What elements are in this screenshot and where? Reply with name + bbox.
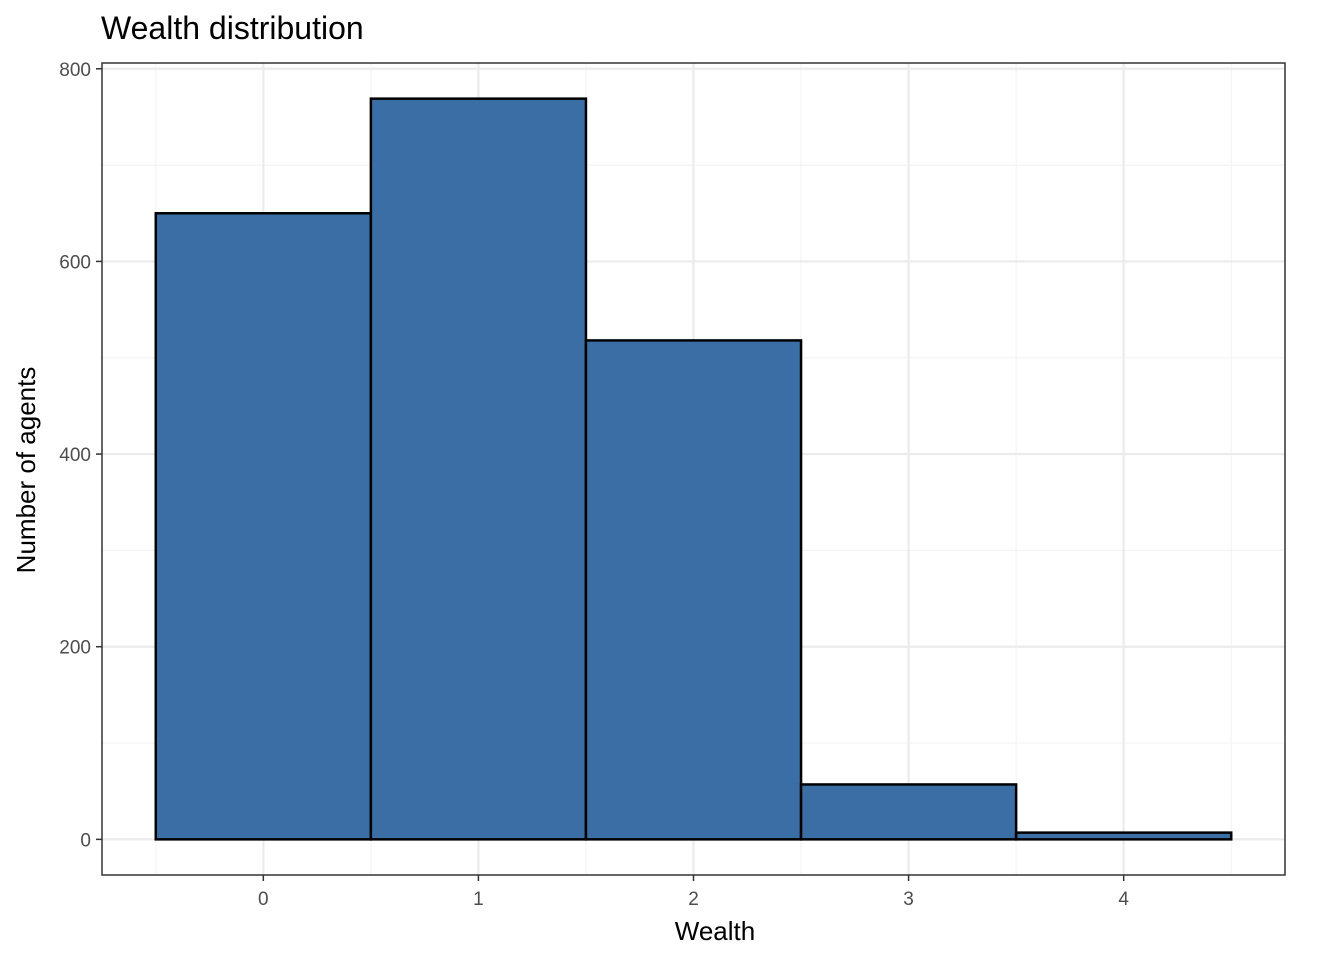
x-axis-ticks: 0 1 2 3 4 <box>258 875 1129 910</box>
chart-title: Wealth distribution <box>101 10 364 46</box>
histogram-bar <box>799 783 1018 841</box>
y-tick-label: 0 <box>80 830 91 851</box>
y-axis-title: Number of agents <box>11 367 41 574</box>
x-tick-label: 4 <box>1118 889 1129 910</box>
y-tick-label: 400 <box>59 445 91 466</box>
y-tick-label: 800 <box>59 60 91 81</box>
histogram-bar <box>584 339 803 841</box>
x-tick-label: 0 <box>258 889 269 910</box>
bars <box>154 97 1233 841</box>
y-axis-ticks: 0 200 400 600 800 <box>59 60 102 851</box>
x-tick-label: 1 <box>473 889 484 910</box>
x-tick-label: 2 <box>688 889 699 910</box>
x-tick-label: 3 <box>903 889 914 910</box>
histogram-bar <box>154 212 373 841</box>
y-tick-label: 600 <box>59 252 91 273</box>
histogram-bar <box>1014 831 1233 841</box>
y-tick-label: 200 <box>59 638 91 659</box>
histogram-bar <box>369 97 588 841</box>
x-axis-title: Wealth <box>675 916 755 946</box>
